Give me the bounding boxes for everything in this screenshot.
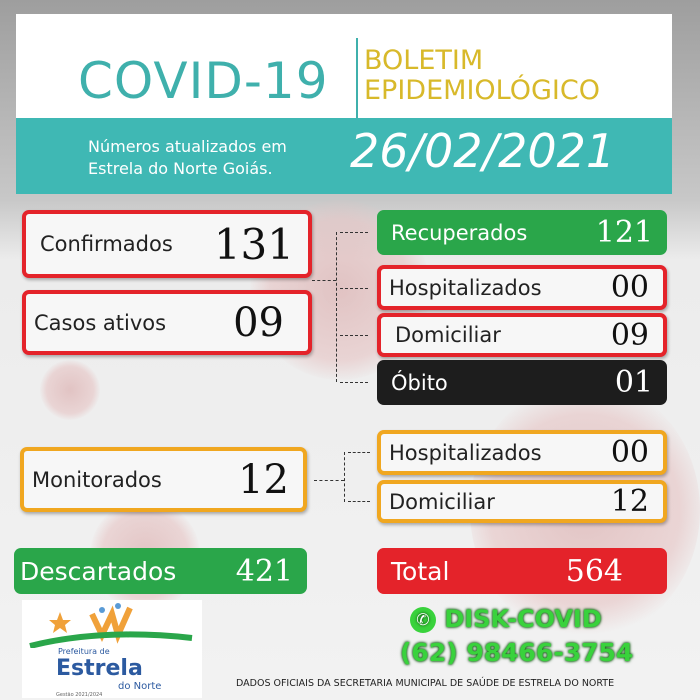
value: 12	[238, 456, 289, 503]
value: 12	[610, 484, 649, 519]
logo-text: Estrela	[56, 656, 143, 681]
header-panel	[16, 14, 672, 118]
label: Domiciliar	[395, 323, 501, 347]
connector	[348, 452, 370, 453]
value: 121	[595, 215, 653, 250]
updated-line: Estrela do Norte Goiás.	[88, 159, 273, 178]
title: COVID-19	[78, 52, 329, 110]
subtitle-line: BOLETIM	[364, 45, 484, 76]
logo-text: do Norte	[118, 681, 162, 692]
connector	[314, 480, 344, 481]
label: Domiciliar	[389, 489, 495, 514]
logo-figures-icon	[29, 603, 193, 648]
label: Confirmados	[40, 232, 173, 256]
monitorados-hospitalizados-box: Hospitalizados 00	[377, 430, 667, 475]
divider	[356, 38, 358, 118]
recuperados-box: Recuperados 121	[377, 210, 667, 255]
casos-ativos-box: Casos ativos 09	[22, 290, 312, 355]
monitorados-box: Monitorados 12	[20, 447, 307, 512]
confirmados-box: Confirmados 131	[22, 210, 312, 278]
value: 131	[213, 219, 294, 269]
subtitle: BOLETIM EPIDEMIOLÓGICO	[364, 46, 600, 106]
label: Recuperados	[391, 220, 528, 245]
value: 564	[565, 553, 623, 589]
label: Casos ativos	[34, 310, 167, 335]
label: Total	[391, 556, 450, 586]
obito-box: Óbito 01	[377, 360, 667, 405]
domiciliar-box: Domiciliar 09	[377, 313, 667, 357]
label: Hospitalizados	[389, 440, 542, 465]
label: Monitorados	[32, 467, 162, 492]
connector	[348, 501, 370, 502]
connector	[344, 452, 345, 502]
monitorados-domiciliar-box: Domiciliar 12	[377, 480, 667, 523]
connector	[340, 288, 368, 289]
header-band	[16, 118, 672, 194]
disk-covid-label: DISK-COVID	[444, 605, 602, 633]
value: 00	[610, 435, 649, 470]
logo-text: Gestão 2021/2024	[56, 692, 103, 698]
phone-number[interactable]: (62) 98466-3754	[400, 638, 634, 667]
hospitalizados-box: Hospitalizados 00	[377, 265, 667, 310]
date: 26/02/2021	[350, 124, 616, 178]
prefeitura-logo: Prefeitura de Estrela do Norte Gestão 20…	[22, 600, 202, 698]
descartados-box: Descartados 421	[14, 548, 307, 594]
virus-decoration	[40, 360, 100, 420]
label: Óbito	[391, 370, 448, 395]
label: Hospitalizados	[389, 275, 542, 300]
connector	[336, 232, 337, 382]
footer-note: DADOS OFICIAIS DA SECRETARIA MUNICIPAL D…	[236, 678, 615, 689]
connector	[340, 232, 368, 233]
updated-note: Números atualizados em Estrela do Norte G…	[88, 136, 287, 180]
label: Descartados	[20, 556, 177, 586]
total-box: Total 564	[377, 548, 667, 594]
connector	[340, 382, 368, 383]
value: 421	[235, 553, 293, 589]
value: 09	[233, 299, 284, 346]
value: 00	[610, 270, 649, 305]
value: 09	[610, 317, 649, 353]
connector	[312, 280, 336, 281]
disk-covid: ✆ DISK-COVID	[410, 604, 602, 634]
updated-line: Números atualizados em	[88, 137, 287, 156]
logo-text: Prefeitura de	[58, 647, 110, 656]
connector	[340, 335, 368, 336]
whatsapp-icon: ✆	[410, 607, 436, 633]
subtitle-line: EPIDEMIOLÓGICO	[364, 75, 600, 106]
value: 01	[614, 365, 653, 400]
